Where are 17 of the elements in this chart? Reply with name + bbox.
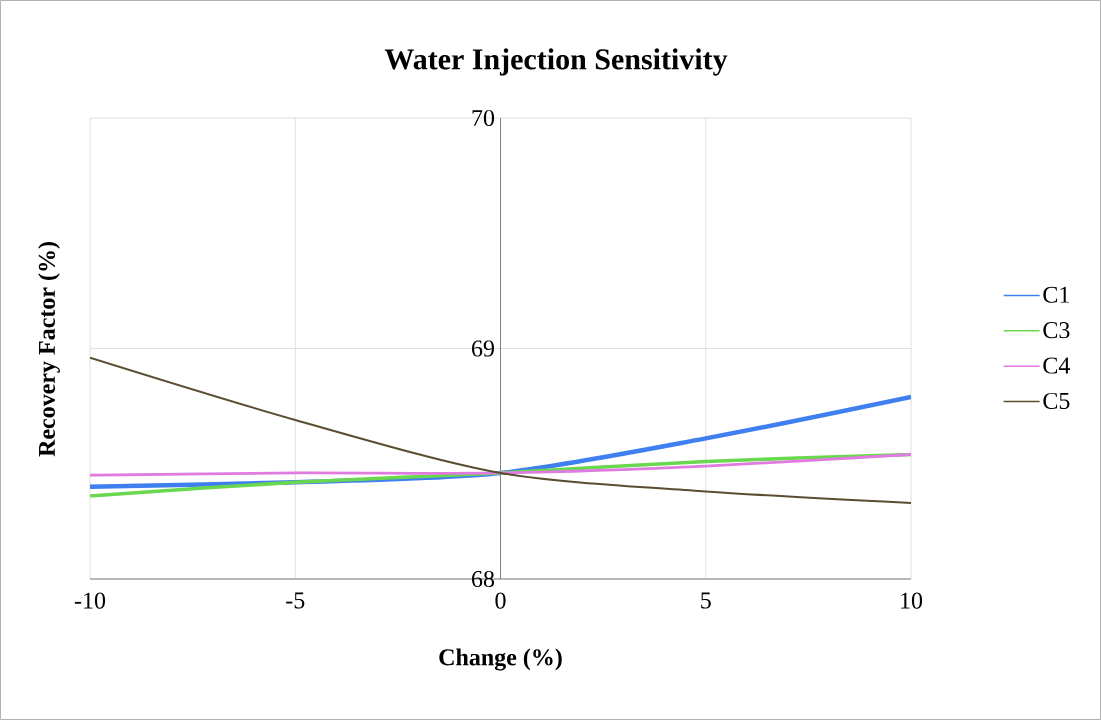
chart-title: Water Injection Sensitivity bbox=[384, 48, 728, 76]
x-tick-label: -10 bbox=[74, 592, 106, 609]
x-tick-label: 0 bbox=[495, 592, 506, 609]
legend-label: C5 bbox=[1043, 392, 1070, 410]
line-series bbox=[90, 356, 911, 504]
legend-label: C4 bbox=[1043, 357, 1070, 374]
y-tick-label: 68 bbox=[472, 570, 495, 588]
y-tick-label: 69 bbox=[472, 340, 494, 357]
x-tick-label: 10 bbox=[901, 592, 923, 609]
legend-label: C3 bbox=[1043, 322, 1070, 339]
y-axis-title: Recovery Factor (%) bbox=[38, 242, 60, 457]
x-tick-label: 5 bbox=[701, 592, 711, 609]
y-tick-label: 70 bbox=[472, 109, 495, 127]
x-axis-title: Change (%) bbox=[439, 648, 562, 671]
line-series bbox=[90, 453, 911, 477]
legend-label: C1 bbox=[1043, 286, 1069, 303]
x-tick-label: -5 bbox=[286, 592, 305, 609]
